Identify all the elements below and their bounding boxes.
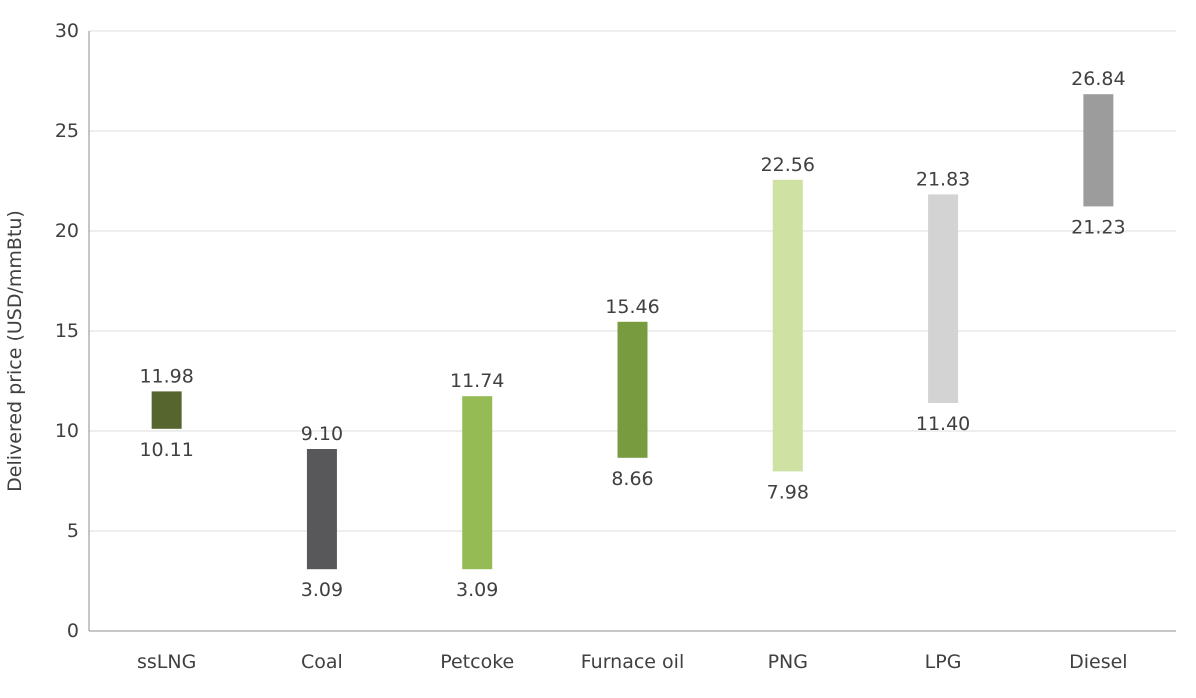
y-axis-title: Delivered price (USD/mmBtu) (4, 210, 26, 492)
y-tick-label: 0 (67, 620, 79, 642)
bar-sslng (151, 391, 182, 429)
y-axis-ticks: 0 5 10 15 20 25 30 (55, 20, 79, 642)
y-tick-label: 25 (55, 120, 79, 142)
category-label: PNG (768, 651, 808, 673)
bar-png (772, 179, 803, 472)
bar-diesel (1083, 94, 1114, 207)
high-value-label: 11.98 (139, 365, 193, 387)
category-labels: ssLNG Coal Petcoke Furnace oil PNG LPG Diesel (137, 651, 1128, 673)
bars (151, 94, 1114, 570)
high-value-label: 11.74 (450, 370, 504, 392)
low-value-label: 11.40 (916, 413, 970, 435)
bar-petcoke (462, 396, 493, 570)
y-tick-label: 15 (55, 320, 79, 342)
category-label: LPG (925, 651, 962, 673)
category-label: Diesel (1069, 651, 1127, 673)
y-tick-label: 20 (55, 220, 79, 242)
value-labels: 11.98 10.11 9.10 3.09 11.74 3.09 15.46 8.66 22.5… (139, 68, 1125, 601)
bar-furnace-oil (617, 321, 648, 458)
category-label: Coal (301, 651, 343, 673)
high-value-label: 15.46 (605, 296, 659, 318)
low-value-label: 3.09 (301, 579, 343, 601)
y-tick-label: 30 (55, 20, 79, 42)
high-value-label: 9.10 (301, 423, 343, 445)
high-value-label: 26.84 (1071, 68, 1125, 90)
low-value-label: 8.66 (611, 468, 653, 490)
low-value-label: 3.09 (456, 579, 498, 601)
y-tick-label: 10 (55, 420, 79, 442)
high-value-label: 21.83 (916, 168, 970, 190)
category-label: Furnace oil (581, 651, 684, 673)
y-tick-label: 5 (67, 520, 79, 542)
bar-coal (306, 449, 337, 570)
category-label: Petcoke (440, 651, 514, 673)
low-value-label: 21.23 (1071, 216, 1125, 238)
low-value-label: 7.98 (767, 481, 809, 503)
category-label: ssLNG (137, 651, 196, 673)
low-value-label: 10.11 (139, 439, 193, 461)
bar-lpg (928, 194, 959, 403)
high-value-label: 22.56 (761, 154, 815, 176)
